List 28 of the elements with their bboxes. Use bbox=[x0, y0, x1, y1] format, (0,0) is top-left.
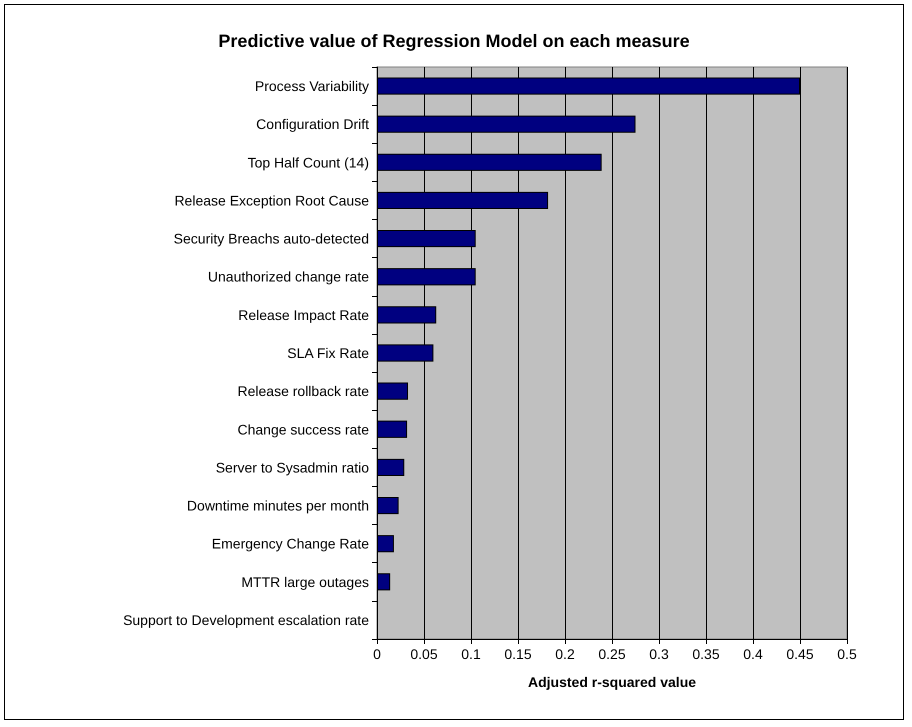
y-tick-label: Support to Development escalation rate bbox=[123, 612, 370, 628]
x-tick-label: 0.2 bbox=[555, 646, 575, 662]
y-tick-label: MTTR large outages bbox=[241, 574, 369, 590]
x-tick-label: 0.35 bbox=[692, 646, 720, 662]
x-tick-label: 0.3 bbox=[649, 646, 669, 662]
y-tick-label: Security Breachs auto-detected bbox=[174, 230, 369, 247]
x-tick-label: 0.25 bbox=[598, 646, 626, 662]
y-tick-label: Top Half Count (14) bbox=[248, 154, 369, 170]
y-tick-label: Unauthorized change rate bbox=[208, 268, 370, 285]
x-tick-label: 0.45 bbox=[786, 646, 814, 662]
x-tick-label: 0.15 bbox=[504, 646, 532, 662]
x-tick-label: 0.4 bbox=[743, 646, 763, 662]
y-tick-label: Server to Sysadmin ratio bbox=[216, 459, 370, 476]
y-tick-label: Downtime minutes per month bbox=[186, 498, 369, 514]
y-tick-label: Release Exception Root Cause bbox=[174, 192, 370, 208]
x-tick-label: 0 bbox=[373, 646, 382, 662]
y-tick-label: SLA Fix Rate bbox=[287, 345, 370, 361]
y-tick-label: Release rollback rate bbox=[237, 383, 370, 400]
chart-title: Predictive value of Regression Model on each measure bbox=[218, 31, 690, 51]
y-tick-label: Change success rate bbox=[237, 421, 370, 438]
y-tick-label: Process Variability bbox=[254, 78, 369, 94]
x-axis-title: Adjusted r-squared value bbox=[528, 674, 696, 690]
x-tick-label: 0.1 bbox=[461, 646, 481, 662]
x-tick-label: 0.5 bbox=[837, 646, 857, 662]
y-tick-label: Release Impact Rate bbox=[238, 306, 370, 323]
y-tick-label: Emergency Change Rate bbox=[212, 536, 370, 552]
x-tick-label: 0.05 bbox=[410, 646, 438, 662]
y-tick-label: Configuration Drift bbox=[256, 116, 370, 132]
